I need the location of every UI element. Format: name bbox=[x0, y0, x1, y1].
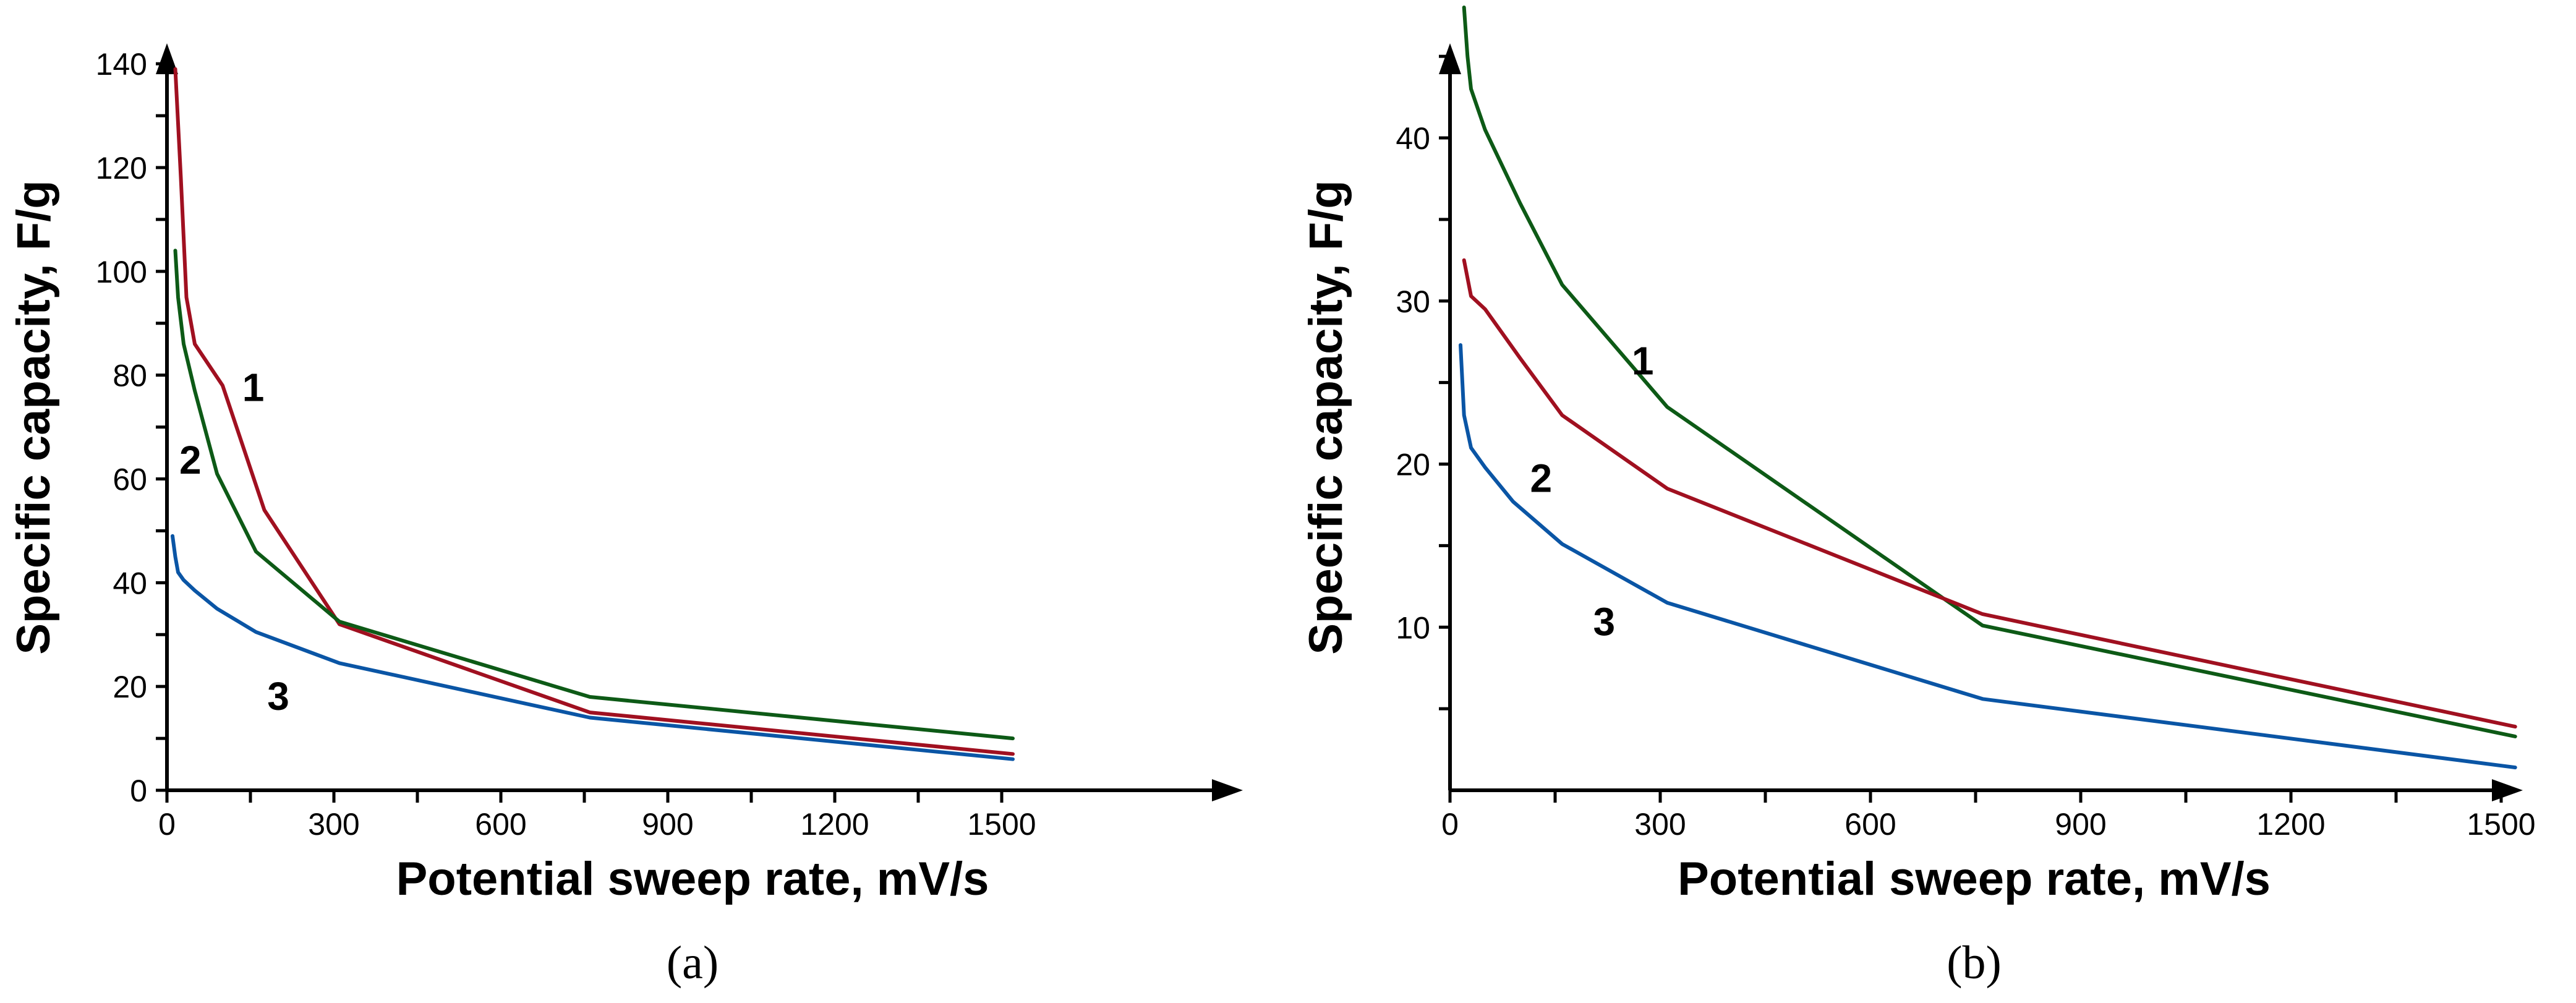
series-line-1 bbox=[173, 67, 1015, 756]
x-tick-label: 900 bbox=[642, 807, 693, 842]
x-tick-label: 300 bbox=[1634, 807, 1686, 842]
x-axis-arrow bbox=[1212, 779, 1243, 801]
x-tick-label: 0 bbox=[1441, 807, 1459, 842]
x-tick-label: 1200 bbox=[800, 807, 869, 842]
series-line-3 bbox=[171, 534, 1015, 761]
y-tick-label: 120 bbox=[96, 151, 147, 186]
series-line-2 bbox=[173, 249, 1015, 741]
x-tick-label: 600 bbox=[475, 807, 526, 842]
panel-b: 0300600900120015001020304050Potential sw… bbox=[1300, 6, 2536, 989]
series-line-1 bbox=[1462, 6, 2517, 738]
series-label-2: 2 bbox=[179, 438, 202, 482]
x-tick-label: 900 bbox=[2055, 807, 2106, 842]
x-tick-label: 1500 bbox=[967, 807, 1036, 842]
series-label-3: 3 bbox=[1593, 599, 1616, 644]
panel-a: 0 300 600 900 1200 1500 0 20 40 60 80 100 120 140 Pote… bbox=[7, 43, 1243, 989]
panel-label: (a) bbox=[667, 937, 719, 989]
y-axis-arrow bbox=[156, 43, 178, 74]
y-tick-label: 10 bbox=[1396, 610, 1430, 645]
x-axis-arrow bbox=[2492, 779, 2523, 801]
x-axis-title: Potential sweep rate, mV/s bbox=[396, 853, 989, 905]
x-tick-label: 600 bbox=[1845, 807, 1896, 842]
y-axis-title: Specific capacity, F/g bbox=[7, 180, 60, 654]
y-axis-title: Specific capacity, F/g bbox=[1300, 180, 1352, 654]
x-tick-label: 300 bbox=[308, 807, 359, 842]
y-tick-label: 40 bbox=[1396, 121, 1430, 156]
series-label-3: 3 bbox=[267, 674, 289, 719]
y-tick-label: 80 bbox=[113, 359, 147, 393]
x-tick-label: 0 bbox=[158, 807, 176, 842]
series-label-1: 1 bbox=[242, 365, 265, 410]
y-tick-label: 20 bbox=[1396, 448, 1430, 482]
series-label-1: 1 bbox=[1632, 338, 1654, 383]
y-axis-arrow bbox=[1439, 43, 1461, 74]
x-tick-label: 1500 bbox=[2467, 807, 2535, 842]
series-line-3 bbox=[1459, 343, 2517, 770]
y-tick-label: 30 bbox=[1396, 284, 1430, 319]
y-tick-label: 40 bbox=[113, 566, 147, 600]
y-tick-label: 0 bbox=[130, 774, 147, 808]
x-tick-label: 1200 bbox=[2256, 807, 2325, 842]
y-tick-label: 60 bbox=[113, 463, 147, 497]
panel-label: (b) bbox=[1947, 937, 2002, 989]
series-line-2 bbox=[1462, 258, 2517, 729]
y-tick-label: 20 bbox=[113, 670, 147, 704]
x-axis-title: Potential sweep rate, mV/s bbox=[1678, 853, 2271, 905]
series-label-2: 2 bbox=[1530, 456, 1553, 500]
y-tick-label: 140 bbox=[96, 47, 147, 82]
y-tick-label: 100 bbox=[96, 255, 147, 289]
